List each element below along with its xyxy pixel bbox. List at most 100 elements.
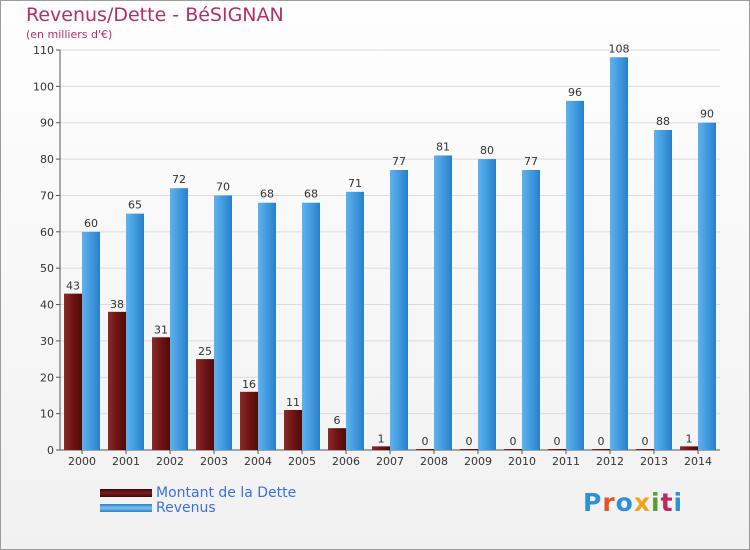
logo-letter: r — [602, 488, 616, 517]
data-label-debt: 0 — [598, 435, 605, 448]
data-label-debt: 6 — [334, 414, 341, 427]
x-tick-label: 2003 — [200, 455, 228, 468]
bar-revenue — [478, 159, 496, 450]
x-tick-label: 2007 — [376, 455, 404, 468]
x-tick-label: 2002 — [156, 455, 184, 468]
chart-title: Revenus/Dette - BéSIGNAN — [26, 4, 284, 26]
x-tick-label: 2005 — [288, 455, 316, 468]
x-tick-label: 2001 — [112, 455, 140, 468]
y-tick-label: 100 — [33, 80, 54, 93]
x-tick-label: 2009 — [464, 455, 492, 468]
data-label-revenue: 65 — [128, 199, 142, 212]
data-label-revenue: 70 — [216, 180, 230, 193]
x-tick-label: 2004 — [244, 455, 272, 468]
data-label-debt: 1 — [378, 432, 385, 445]
legend-swatch-debt — [100, 489, 152, 497]
bar-revenue — [610, 57, 628, 450]
logo-letter: i — [673, 488, 684, 517]
bar-debt — [64, 293, 82, 450]
x-tick-label: 2008 — [420, 455, 448, 468]
legend-swatch-revenue — [100, 504, 152, 512]
y-tick-label: 70 — [40, 189, 54, 202]
bar-revenue — [82, 231, 100, 450]
bar-debt — [284, 410, 302, 450]
y-tick-label: 90 — [40, 117, 54, 130]
y-tick-label: 60 — [40, 226, 54, 239]
data-label-revenue: 88 — [656, 115, 670, 128]
x-tick-label: 2013 — [640, 455, 668, 468]
x-tick-label: 2011 — [552, 455, 580, 468]
x-tick-label: 2006 — [332, 455, 360, 468]
bar-debt — [196, 359, 214, 450]
x-tick-label: 2010 — [508, 455, 536, 468]
bar-debt — [680, 446, 698, 450]
data-label-revenue: 108 — [609, 42, 630, 55]
y-tick-label: 20 — [40, 371, 54, 384]
bar-debt — [548, 449, 566, 450]
data-label-revenue: 72 — [172, 173, 186, 186]
data-label-revenue: 77 — [392, 155, 406, 168]
data-label-debt: 11 — [286, 396, 300, 409]
bar-debt — [504, 449, 522, 450]
data-label-debt: 16 — [242, 378, 256, 391]
bar-revenue — [566, 100, 584, 450]
data-label-revenue: 71 — [348, 177, 362, 190]
y-tick-label: 10 — [40, 408, 54, 421]
y-tick-label: 30 — [40, 335, 54, 348]
data-label-revenue: 90 — [700, 108, 714, 121]
x-tick-label: 2000 — [68, 455, 96, 468]
bar-debt — [152, 337, 170, 450]
data-label-debt: 0 — [510, 435, 517, 448]
bar-revenue — [522, 170, 540, 450]
data-label-revenue: 60 — [84, 217, 98, 230]
bar-debt — [328, 428, 346, 450]
data-label-debt: 31 — [154, 323, 168, 336]
data-label-debt: 0 — [466, 435, 473, 448]
bar-debt — [372, 446, 390, 450]
y-tick-label: 110 — [33, 44, 54, 57]
logo-letter: t — [660, 488, 674, 517]
logo-letter: i — [651, 488, 661, 517]
bar-revenue — [170, 188, 188, 450]
bar-revenue — [346, 191, 364, 450]
data-label-debt: 43 — [66, 280, 80, 293]
x-tick-label: 2014 — [684, 455, 712, 468]
legend-label-debt: Montant de la Dette — [156, 485, 297, 501]
bar-revenue — [302, 202, 320, 450]
y-tick-label: 50 — [40, 262, 54, 275]
data-label-revenue: 80 — [480, 144, 494, 157]
bar-debt — [108, 311, 126, 450]
bar-revenue — [258, 202, 276, 450]
data-label-revenue: 81 — [436, 140, 450, 153]
data-label-debt: 25 — [198, 345, 212, 358]
data-label-revenue: 68 — [304, 188, 318, 201]
chart-subtitle: (en milliers d'€) — [26, 28, 113, 41]
bar-debt — [240, 391, 258, 450]
data-label-debt: 0 — [554, 435, 561, 448]
legend-label-revenue: Revenus — [156, 500, 216, 516]
logo-letter: P — [583, 488, 603, 517]
bar-debt — [416, 449, 434, 450]
data-labels: 43 60 38 65 31 72 25 70 16 68 11 68 6 71 1 77 0 81 0 80 0 77 0… — [66, 42, 714, 448]
data-label-revenue: 68 — [260, 188, 274, 201]
bar-revenue — [126, 213, 144, 450]
y-tick-label: 80 — [40, 153, 54, 166]
data-label-debt: 1 — [686, 432, 693, 445]
bar-revenue — [214, 195, 232, 450]
bars — [64, 57, 716, 451]
bar-revenue — [434, 155, 452, 451]
bar-revenue — [698, 122, 716, 451]
bar-debt — [636, 449, 654, 450]
logo-letter: o — [615, 488, 634, 517]
y-tick-label: 0 — [47, 444, 54, 457]
data-label-revenue: 96 — [568, 86, 582, 99]
x-tick-label: 2012 — [596, 455, 624, 468]
y-tick-label: 40 — [40, 299, 54, 312]
data-label-debt: 0 — [422, 435, 429, 448]
bar-revenue — [390, 170, 408, 450]
bar-debt — [592, 449, 610, 450]
bar-revenue — [654, 130, 672, 450]
data-label-debt: 38 — [110, 298, 124, 311]
logo-letter: x — [633, 488, 651, 517]
